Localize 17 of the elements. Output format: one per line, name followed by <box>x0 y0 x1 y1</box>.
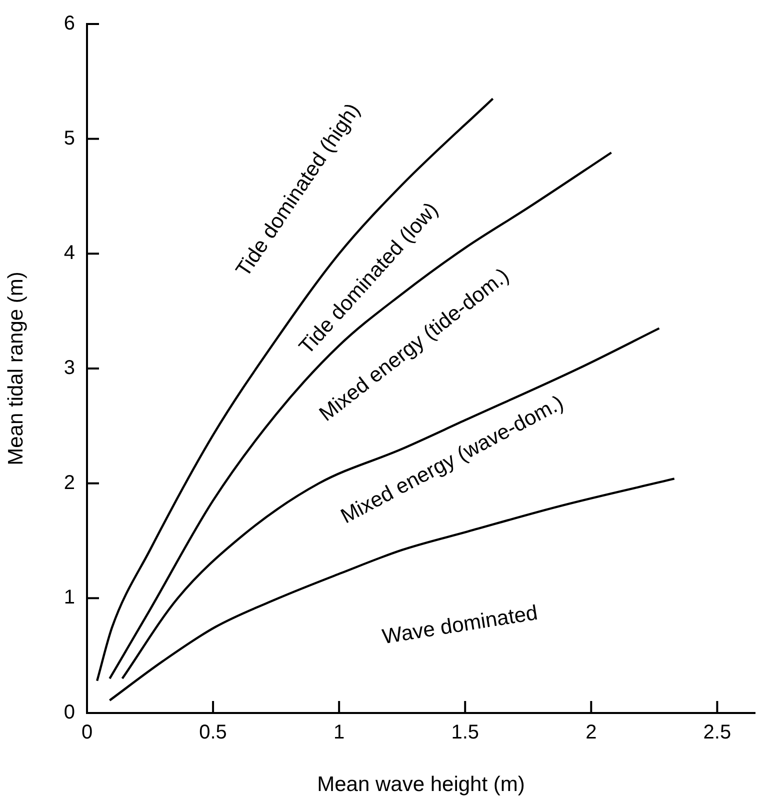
y-tick-label: 3 <box>64 357 75 380</box>
y-tick-label: 4 <box>64 242 75 264</box>
line-series <box>108 152 612 680</box>
x-tick-label: 1 <box>334 722 345 744</box>
x-tick-label: 0 <box>81 722 93 744</box>
x-tick-label: 0.5 <box>199 722 227 744</box>
y-tick-label: 6 <box>64 12 75 35</box>
y-tick-label: 1 <box>64 586 75 609</box>
annotation: Wave dominated <box>380 601 540 649</box>
y-axis-title: Mean tidal range (m) <box>4 272 28 466</box>
x-tick-label: 1.5 <box>451 722 480 744</box>
x-axis-title: Mean wave height (m) <box>317 773 525 796</box>
y-tick-label: 0 <box>64 702 75 724</box>
x-tick-label: 2.5 <box>703 722 732 744</box>
y-tick-label: 5 <box>64 127 75 150</box>
x-tick-label: 2 <box>586 722 597 744</box>
y-tick-label: 2 <box>64 472 75 494</box>
